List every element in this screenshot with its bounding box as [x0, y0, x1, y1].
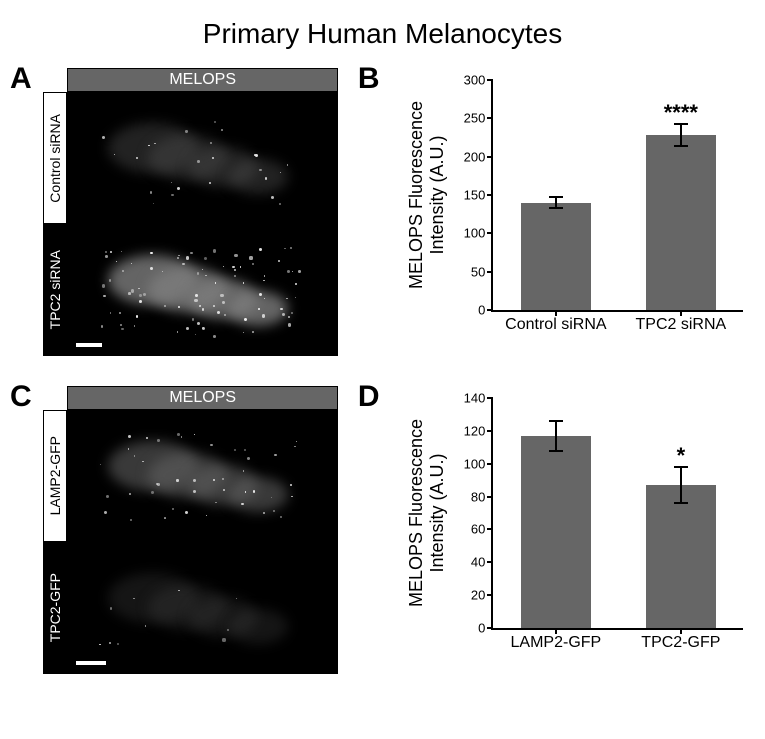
bar [646, 135, 716, 310]
y-tick-label: 60 [471, 522, 493, 537]
column-header: MELOPS [67, 386, 337, 410]
significance-marker: **** [664, 100, 698, 126]
chart-B: MELOPS Fluorescence Intensity (A.U.)0501… [421, 68, 755, 348]
column-header: MELOPS [67, 68, 337, 92]
plot-area: 050100150200250300Control siRNATPC2 siRN… [491, 80, 743, 312]
scale-bar [76, 661, 106, 665]
panel-letter-D: D [358, 380, 385, 414]
x-tick-label: LAMP2-GFP [511, 628, 602, 652]
x-tick-label: TPC2 siRNA [636, 310, 727, 334]
micrographs-A: MELOPSControl siRNATPC2 siRNA [43, 68, 337, 356]
micrograph-image [67, 542, 337, 674]
panel-letter-B: B [358, 62, 385, 96]
scale-bar [76, 343, 102, 347]
micrograph-row: Control siRNA [43, 92, 337, 224]
panel-letter-C: C [10, 380, 37, 414]
y-tick-label: 20 [471, 588, 493, 603]
side-label: TPC2 siRNA [43, 224, 67, 356]
figure-title: Primary Human Melanocytes [10, 18, 755, 50]
bar [521, 203, 591, 310]
micrograph-row: TPC2 siRNA [43, 224, 337, 356]
micrograph-row: TPC2-GFP [43, 542, 337, 674]
micrographs-C: MELOPSLAMP2-GFPTPC2-GFP [43, 386, 337, 674]
chart-D: MELOPS Fluorescence Intensity (A.U.)0204… [421, 386, 755, 666]
y-tick-label: 0 [478, 303, 493, 318]
x-tick-label: Control siRNA [505, 310, 606, 334]
y-tick-label: 300 [464, 73, 494, 88]
y-tick-label: 50 [471, 264, 493, 279]
panel-row-CD: C MELOPSLAMP2-GFPTPC2-GFP D MELOPS Fluor… [10, 386, 755, 674]
x-tick-label: TPC2-GFP [641, 628, 720, 652]
y-tick-label: 140 [464, 391, 494, 406]
micrograph-image [67, 410, 337, 542]
significance-marker: * [677, 443, 686, 469]
y-tick-label: 150 [464, 188, 494, 203]
side-label: Control siRNA [43, 92, 67, 224]
y-tick-label: 120 [464, 423, 494, 438]
y-tick-label: 100 [464, 456, 494, 471]
plot-area: 020406080100120140LAMP2-GFPTPC2-GFP* [491, 398, 743, 630]
y-axis-label: MELOPS Fluorescence Intensity (A.U.) [406, 101, 448, 289]
y-tick-label: 40 [471, 555, 493, 570]
micrograph-image [67, 92, 337, 224]
y-tick-label: 250 [464, 111, 494, 126]
bar [521, 436, 591, 628]
side-label: TPC2-GFP [43, 542, 67, 674]
panel-letter-A: A [10, 62, 37, 96]
bar [646, 485, 716, 628]
micrograph-image [67, 224, 337, 356]
micrograph-row: LAMP2-GFP [43, 410, 337, 542]
panel-row-AB: A MELOPSControl siRNATPC2 siRNA B MELOPS… [10, 68, 755, 356]
y-tick-label: 0 [478, 621, 493, 636]
y-tick-label: 200 [464, 149, 494, 164]
y-axis-label: MELOPS Fluorescence Intensity (A.U.) [406, 419, 448, 607]
y-tick-label: 80 [471, 489, 493, 504]
y-tick-label: 100 [464, 226, 494, 241]
side-label: LAMP2-GFP [43, 410, 67, 542]
